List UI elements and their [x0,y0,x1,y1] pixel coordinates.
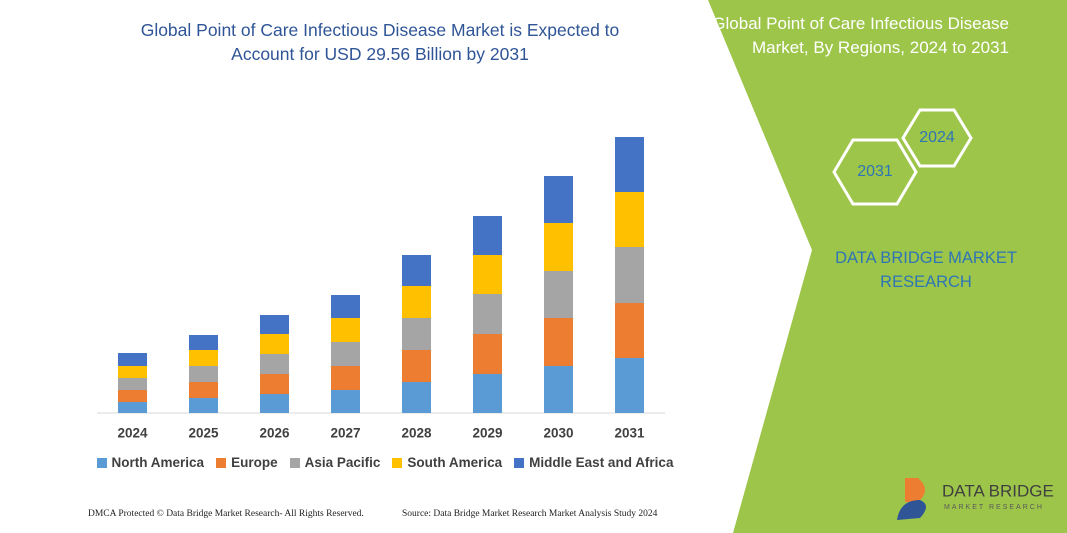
x-tick-label: 2026 [259,426,290,441]
bar-segment [473,374,502,413]
logo-name: DATA BRIDGE [942,481,1054,500]
bar-segment [118,366,147,378]
bar-segment [402,286,431,318]
bar-segment [189,335,218,350]
logo-icon [905,478,925,502]
legend-swatch [514,457,525,468]
legend-item: Europe [216,455,278,470]
bar-segment [331,366,360,390]
side-panel [708,0,1067,533]
hex-label: 2031 [857,163,893,180]
bar-segment [260,354,289,374]
x-tick-label: 2031 [614,426,645,441]
hexagon [901,108,973,168]
bar-segment [331,318,360,342]
bar-segment [615,192,644,247]
logo-icon [897,500,926,520]
bar-segment [473,216,502,255]
legend-swatch [289,457,300,468]
x-tick-label: 2029 [472,426,502,441]
bar-segment [331,295,360,318]
bar-segment [615,358,644,413]
bar-segment [615,247,644,303]
bar-segment [544,223,573,271]
x-tick-label: 2028 [401,426,432,441]
bar-segment [402,350,431,382]
bar-segment [402,382,431,413]
bar-segment [402,318,431,350]
bar-segment [118,402,147,413]
bar-segment [260,315,289,334]
legend: North America Europe Asia Pacific South Ame… [95,455,675,470]
bar-segment [189,350,218,366]
bar-segment [118,378,147,390]
legend-label: Europe [231,455,278,470]
bar-segment [544,271,573,318]
x-tick-label: 2025 [188,426,219,441]
legend-swatch [392,457,403,468]
legend-label: South America [407,455,503,470]
bar-segment [473,334,502,374]
bar-segment [189,382,218,398]
logo-tagline: MARKET RESEARCH [944,504,1044,511]
chart-title: Global Point of Care Infectious Disease … [140,20,620,64]
bar-segment [189,398,218,413]
bar-segment [331,390,360,413]
bar-segment [189,366,218,382]
bar-segment [118,353,147,366]
bar-segment [260,334,289,354]
panel-title: Global Point of Care Infectious Disease … [712,14,1009,57]
legend-item: Asia Pacific [289,455,381,470]
bar-segment [544,318,573,366]
x-tick-label: 2030 [543,426,573,441]
legend-item: North America [96,455,205,470]
bar-segment [331,342,360,366]
bar-segment [544,176,573,223]
footer-right: Source: Data Bridge Market Research Mark… [402,509,658,519]
hexagon [832,138,918,206]
bar-segment [615,137,644,192]
legend-item: South America [392,455,502,470]
bar-segment [402,255,431,286]
bar-segment [260,374,289,394]
legend-swatch [216,457,227,468]
legend-item: Middle East and Africa [514,455,673,470]
legend-label: North America [111,455,205,470]
legend-label: Middle East and Africa [529,455,674,470]
bar-segment [260,394,289,413]
bar-segment [473,294,502,334]
hex-label: 2024 [919,129,955,146]
bar-segment [473,255,502,294]
footer-left: DMCA Protected © Data Bridge Market Rese… [88,509,364,519]
x-tick-label: 2024 [117,426,148,441]
legend-swatch [96,457,107,468]
bar-segment [544,366,573,413]
legend-label: Asia Pacific [304,455,381,470]
x-tick-label: 2027 [330,426,360,441]
bar-segment [615,303,644,358]
bar-segment [118,390,147,402]
brand: DATA BRIDGE MARKET RESEARCH [835,249,1017,291]
